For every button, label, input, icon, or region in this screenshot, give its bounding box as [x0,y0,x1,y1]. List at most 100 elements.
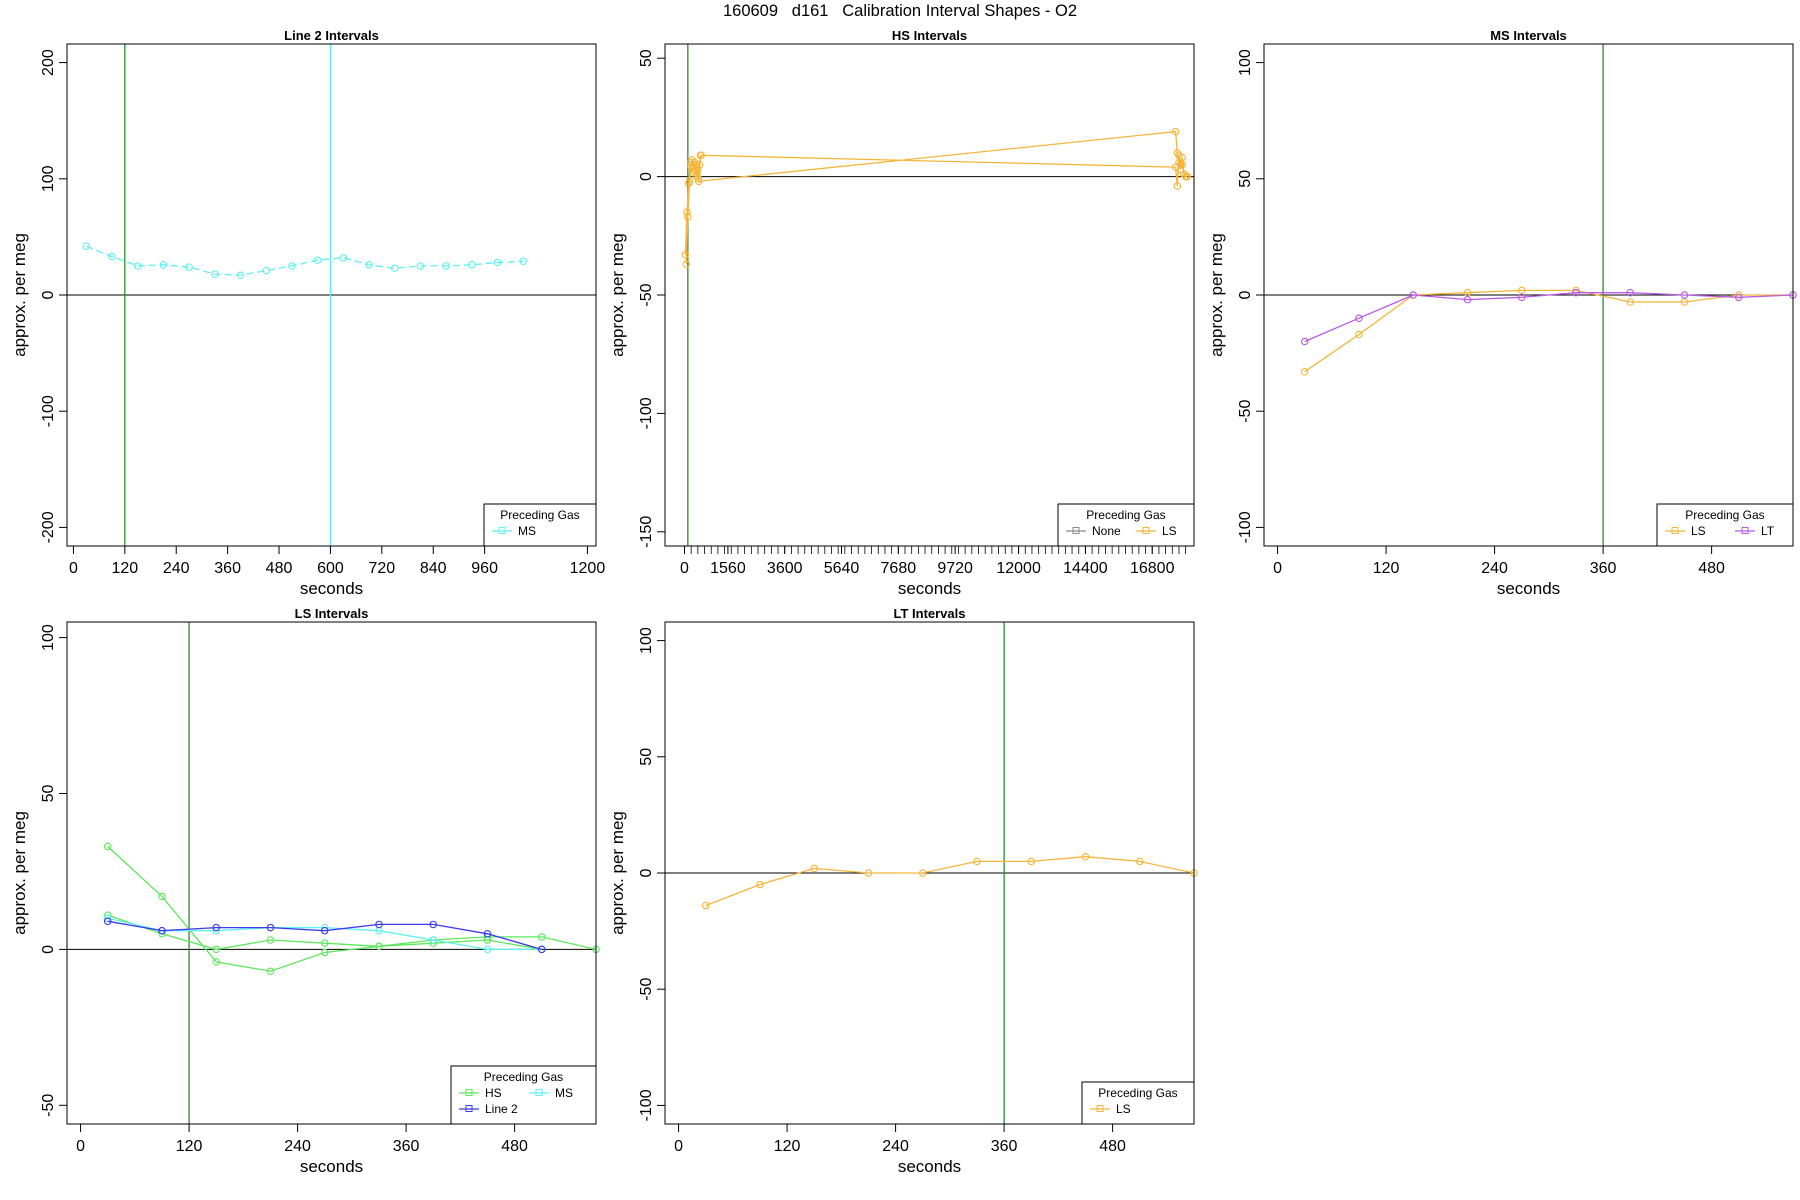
data-point [1300,367,1309,376]
data-point [1355,330,1363,339]
y-axis-label: approx. per meg [10,811,29,935]
data-point [1081,852,1090,861]
data-point [1734,291,1743,299]
data-point [810,864,818,873]
legend-swatch-marker [1671,527,1679,534]
y-tick-label: -50 [1237,400,1254,423]
data-point [82,242,91,250]
y-tick-label: -100 [638,1089,655,1121]
x-tick-label: 14400 [1063,560,1108,577]
y-axis-label: approx. per meg [10,233,29,357]
data-point [537,945,546,954]
legend-box [1081,1081,1195,1125]
data-point [288,262,296,270]
chart-panel-4: LS Intervals 0 120 240 360 480 -50 0 50 100 second… [10,606,600,1176]
legend-box [450,1065,597,1125]
y-axis-label: approx. per meg [608,233,627,357]
x-axis-label: seconds [898,579,961,598]
legend: Preceding Gas HS MS Line 2 [450,1065,597,1125]
legend-entry-label: LT [1761,524,1775,538]
data-point [1355,314,1363,322]
chart-title: MS Intervals [1490,28,1567,43]
series-line-hs [107,914,542,951]
data-point [365,261,373,269]
legend-swatch-marker [1072,527,1080,534]
legend-entry-label: MS [518,524,536,538]
x-tick-label: 7680 [881,560,917,577]
x-tick-label: 360 [393,1138,420,1155]
data-point [266,967,275,975]
y-tick-label: -50 [40,1094,57,1117]
data-point [212,958,220,966]
plot-frame [664,621,1195,1125]
legend-entry-label: LS [1691,524,1706,538]
y-tick-label: 100 [638,627,655,654]
plot-frame [664,43,1195,547]
x-tick-label: 3600 [767,560,803,577]
plot-frame [1263,43,1794,547]
series-line-ls [1304,289,1793,373]
data-point [701,901,710,910]
data-point [429,920,437,929]
y-tick-label: 100 [40,624,57,651]
data-point [185,263,193,271]
legend-swatch-marker [1741,527,1749,534]
data-point [1680,298,1689,306]
legend: Preceding Gas MS [483,503,597,547]
legend-entry-label: HS [485,1086,502,1100]
data-point [694,175,703,183]
data-point [1626,298,1634,306]
legend-entry-label: LS [1116,1102,1131,1116]
x-tick-label: 120 [111,560,138,577]
x-tick-label: 480 [1099,1138,1126,1155]
data-point [1171,127,1180,136]
y-tick-label: 0 [1237,290,1254,299]
data-point [320,926,329,935]
data-point [756,880,764,889]
chart-panel-1: Line 2 Intervals 0 120 240 360 480 600 720 840 96… [10,28,605,598]
data-point [442,262,450,270]
data-point [681,250,690,259]
x-tick-label: 120 [176,1138,203,1155]
y-tick-label: 100 [1237,49,1254,76]
x-tick-label: 120 [774,1138,801,1155]
data-point [1572,286,1580,295]
data-point [537,933,546,941]
legend-box [1656,503,1794,547]
y-tick-label: 50 [40,784,57,802]
y-tick-label: -100 [1237,511,1254,543]
x-axis-label: seconds [898,1157,961,1176]
data-point [236,271,245,279]
x-tick-label: 16800 [1130,560,1175,577]
data-point [683,208,691,216]
x-tick-label: 960 [471,560,498,577]
legend-title: Preceding Gas [484,1070,563,1084]
legend-entry-label: MS [555,1086,573,1100]
x-tick-label: 1560 [710,560,746,577]
data-point [692,172,700,181]
x-tick-label: 0 [674,1138,683,1155]
y-tick-label: -100 [40,395,57,427]
data-point [1626,288,1634,297]
x-tick-label: 9720 [937,560,973,577]
data-point [684,213,692,221]
x-tick-label: 360 [991,1138,1018,1155]
data-point [685,177,694,186]
legend: Preceding Gas LS LT [1656,503,1794,547]
y-tick-label: 50 [638,748,655,766]
data-point [375,942,383,951]
y-tick-label: 50 [638,49,655,67]
x-tick-label: 480 [1698,560,1725,577]
data-point [320,939,329,947]
y-tick-label: 200 [40,49,57,76]
data-point [266,936,275,944]
data-point [697,151,705,160]
x-tick-label: 1200 [570,560,606,577]
data-point [1517,293,1526,302]
data-point [483,930,492,938]
data-point [133,262,142,270]
data-point [313,256,322,264]
data-point [1680,291,1689,299]
data-point [159,261,168,269]
x-tick-label: 240 [163,560,190,577]
